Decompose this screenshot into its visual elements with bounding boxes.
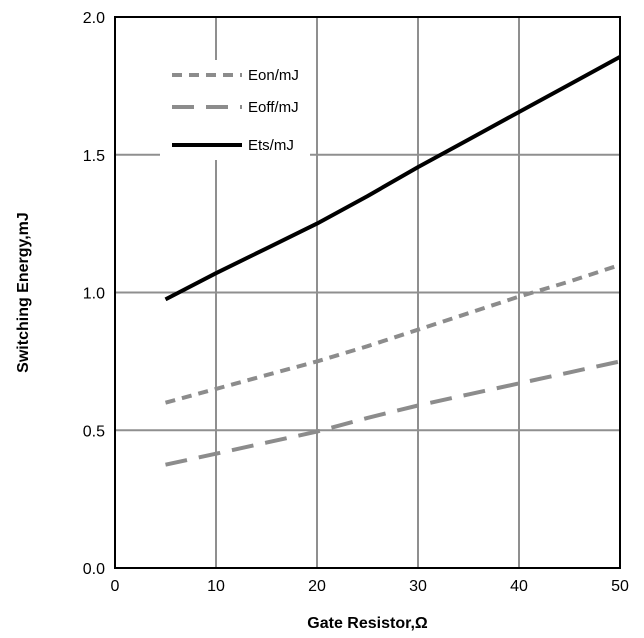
y-tick-label: 1.5 xyxy=(83,148,105,165)
x-tick-label: 10 xyxy=(207,578,225,595)
x-axis-title: Gate Resistor,Ω xyxy=(307,615,428,632)
x-tick-label: 20 xyxy=(308,578,326,595)
y-tick-label: 0.0 xyxy=(83,561,105,578)
x-tick-label: 30 xyxy=(409,578,427,595)
y-axis-title: Switching Energy,mJ xyxy=(15,212,32,373)
y-tick-label: 1.0 xyxy=(83,286,105,303)
legend-label: Eon/mJ xyxy=(248,67,299,84)
legend-label: Ets/mJ xyxy=(248,137,294,154)
tick-labels: 0 10 20 30 40 50 0.0 0.5 1.0 1.5 2.0 xyxy=(83,10,629,595)
series-line-eonmj xyxy=(164,263,621,405)
series-line-eoffmj xyxy=(165,359,621,467)
plot-area-border xyxy=(114,16,621,569)
legend: Eon/mJ Eoff/mJ Ets/mJ xyxy=(160,60,310,160)
series-lines xyxy=(164,55,621,467)
x-tick-label: 50 xyxy=(611,578,629,595)
series-line-etsmj xyxy=(164,55,621,302)
legend-label: Eoff/mJ xyxy=(248,99,299,116)
x-tick-label: 40 xyxy=(510,578,528,595)
y-tick-label: 0.5 xyxy=(83,423,105,440)
x-tick-label: 0 xyxy=(111,578,120,595)
y-tick-label: 2.0 xyxy=(83,10,105,27)
